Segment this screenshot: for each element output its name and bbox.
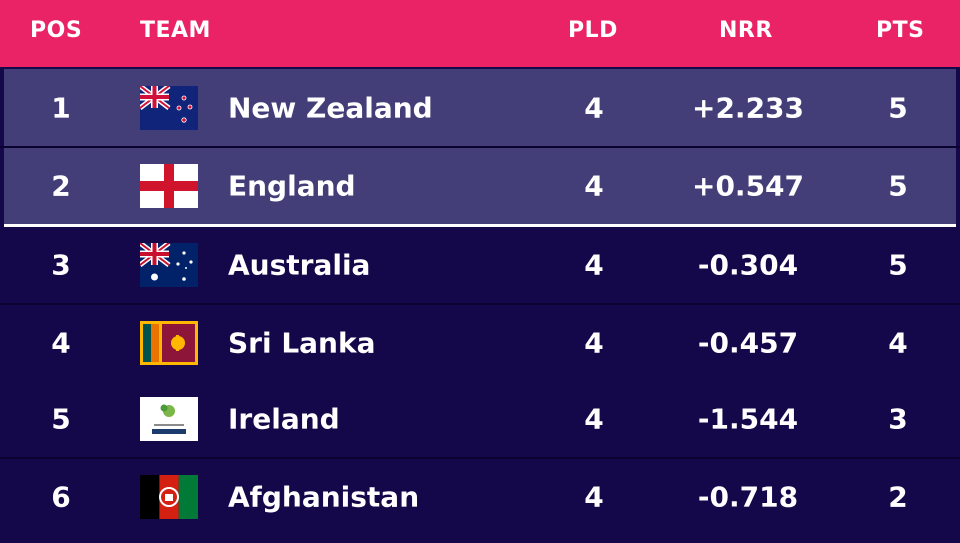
- row-pts: 5: [888, 169, 908, 203]
- new-zealand-flag-icon: [140, 85, 198, 130]
- row-nrr: -0.304: [697, 248, 799, 282]
- row-pld: 4: [584, 480, 604, 514]
- row-divider: [0, 303, 960, 305]
- england-flag-icon: [140, 164, 198, 208]
- row-pos: 4: [51, 326, 71, 360]
- row-pld: 4: [584, 169, 604, 203]
- row-nrr: -0.457: [697, 326, 799, 360]
- table-row[interactable]: 5 Ireland 4 -1.544 3: [0, 381, 960, 457]
- row-pos: 5: [51, 402, 71, 436]
- row-team: Australia: [228, 248, 371, 282]
- row-team: New Zealand: [228, 91, 433, 124]
- header-nrr: NRR: [719, 18, 773, 43]
- row-pld: 4: [584, 91, 604, 124]
- row-pld: 4: [584, 326, 604, 360]
- table-row[interactable]: 3 Australia 4 -0.304 5: [0, 227, 960, 303]
- row-pos: 1: [51, 91, 71, 124]
- header-pos: POS: [30, 18, 83, 43]
- row-pos: 6: [51, 480, 71, 514]
- row-pts: 3: [888, 402, 908, 436]
- row-nrr: +2.233: [691, 91, 805, 124]
- row-divider: [0, 146, 960, 148]
- table-row[interactable]: 6 Afghanistan 4 -0.718 2: [0, 459, 960, 535]
- header-team: TEAM: [140, 18, 211, 43]
- australia-flag-icon: [140, 243, 198, 287]
- header-pts: PTS: [876, 18, 925, 43]
- row-nrr: -0.718: [697, 480, 799, 514]
- row-pts: 4: [888, 326, 908, 360]
- row-team: Sri Lanka: [228, 326, 376, 360]
- row-pts: 5: [888, 91, 908, 124]
- row-nrr: +0.547: [691, 169, 805, 203]
- sri-lanka-flag-icon: [140, 321, 198, 365]
- row-pld: 4: [584, 248, 604, 282]
- row-pos: 2: [51, 169, 71, 203]
- table-header: POS TEAM PLD NRR PTS: [0, 0, 960, 67]
- ireland-cricket-logo-icon: [140, 397, 198, 441]
- afghanistan-flag-icon: [140, 475, 198, 519]
- row-pts: 5: [888, 248, 908, 282]
- table-row[interactable]: 2 England 4 +0.547 5: [4, 148, 956, 224]
- row-team: Ireland: [228, 402, 340, 436]
- table-row[interactable]: 1 New Zealand 4 +2.233 5: [4, 69, 956, 146]
- qualification-line: [4, 224, 956, 227]
- row-pld: 4: [584, 402, 604, 436]
- row-nrr: -1.544: [697, 402, 799, 436]
- row-team: Afghanistan: [228, 480, 420, 514]
- table-row[interactable]: 4 Sri Lanka 4 -0.457 4: [0, 305, 960, 381]
- row-pts: 2: [888, 480, 908, 514]
- row-team: England: [228, 169, 356, 203]
- row-pos: 3: [51, 248, 71, 282]
- row-divider: [0, 457, 960, 459]
- header-pld: PLD: [568, 18, 618, 43]
